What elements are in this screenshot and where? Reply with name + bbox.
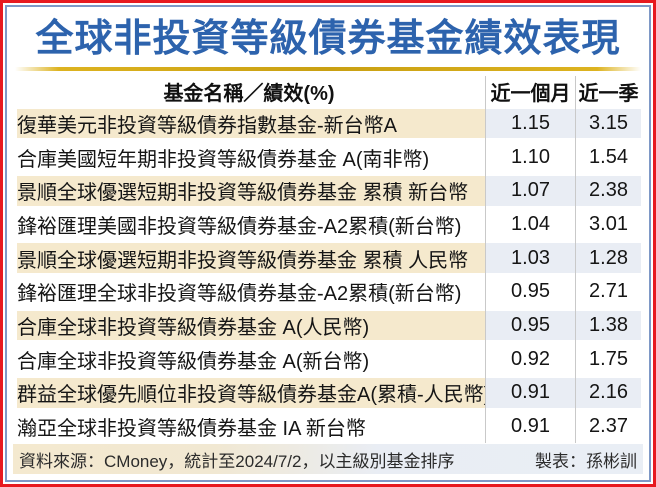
one-quarter-value-cell: 2.37	[575, 409, 641, 444]
one-quarter-value-cell: 1.38	[575, 308, 641, 343]
fund-name-cell: 鋒裕匯理全球非投資等級債券基金-A2累積(新台幣)	[17, 283, 462, 306]
table-row: 合庫全球非投資等級債券基金 A(人民幣) 0.95 1.38	[13, 308, 641, 343]
table-row: 復華美元非投資等級債券指數基金-新台幣A 1.15 3.15	[13, 106, 641, 141]
table-row: 鋒裕匯理全球非投資等級債券基金-A2累積(新台幣) 0.95 2.71	[13, 275, 641, 309]
fund-name-cell: 群益全球優先順位非投資等級債券基金A(累積-人民幣)	[13, 376, 485, 410]
one-month-value-cell: 0.91	[485, 409, 575, 444]
table-body: 復華美元非投資等級債券指數基金-新台幣A 1.15 3.15 合庫美國短年期非投資等級…	[13, 106, 641, 444]
one-quarter-value-cell: 2.71	[575, 275, 641, 309]
fund-name-cell: 景順全球優選短期非投資等級債券基金 累積 新台幣	[13, 174, 485, 208]
table-row: 鋒裕匯理美國非投資等級債券基金-A2累積(新台幣) 1.04 3.01	[13, 207, 641, 242]
one-quarter-value-cell: 1.75	[575, 342, 641, 377]
table-row: 瀚亞全球非投資等級債券基金 IA 新台幣 0.91 2.37	[13, 409, 641, 444]
data-source-note: 資料來源：CMoney，統計至2024/7/2，以主級別基金排序	[19, 451, 455, 471]
one-quarter-value-cell: 1.28	[575, 241, 641, 276]
one-quarter-value-cell: 2.16	[575, 376, 641, 410]
table-row: 合庫美國短年期非投資等級債券基金 A(南非幣) 1.10 1.54	[13, 140, 641, 174]
table-row: 景順全球優選短期非投資等級債券基金 累積 新台幣 1.07 2.38	[13, 173, 641, 208]
gold-divider-rule	[15, 66, 641, 71]
one-month-value-cell: 1.03	[485, 241, 575, 276]
table-footer: 資料來源：CMoney，統計至2024/7/2，以主級別基金排序 製表：孫彬訓	[13, 444, 643, 475]
fund-name-cell: 瀚亞全球非投資等級債券基金 IA 新台幣	[17, 418, 366, 441]
one-month-value-cell: 1.04	[485, 207, 575, 242]
one-month-value-cell: 0.92	[485, 342, 575, 377]
one-month-value-cell: 1.10	[485, 140, 575, 174]
one-quarter-value-cell: 3.15	[575, 106, 641, 141]
fund-name-cell: 合庫全球非投資等級債券基金 A(新台幣)	[17, 350, 370, 373]
page-title: 全球非投資等級債券基金績效表現	[35, 18, 621, 60]
table-header-row: 基金名稱／績效(%) 近一個月 近一季	[13, 75, 641, 107]
fund-name-cell: 復華美元非投資等級債券指數基金-新台幣A	[13, 107, 485, 141]
column-header-one-quarter: 近一季	[575, 75, 641, 107]
blue-inner-frame: 全球非投資等級債券基金績效表現 基金名稱／績效(%) 近一個月 近一季 復華美元…	[5, 5, 651, 482]
fund-name-cell: 合庫美國短年期非投資等級債券基金 A(南非幣)	[17, 148, 430, 171]
fund-performance-table: 基金名稱／績效(%) 近一個月 近一季 復華美元非投資等級債券指數基金-新台幣A…	[13, 75, 641, 444]
one-month-value-cell: 0.95	[485, 275, 575, 309]
one-month-value-cell: 1.15	[485, 106, 575, 141]
one-month-value-cell: 0.91	[485, 376, 575, 410]
one-month-value-cell: 1.07	[485, 173, 575, 208]
fund-name-cell: 合庫全球非投資等級債券基金 A(人民幣)	[13, 309, 485, 343]
fund-name-cell: 鋒裕匯理美國非投資等級債券基金-A2累積(新台幣)	[17, 216, 462, 238]
table-row: 群益全球優先順位非投資等級債券基金A(累積-人民幣) 0.91 2.16	[13, 376, 641, 410]
table-credit: 製表：孫彬訓	[535, 451, 637, 471]
one-month-value-cell: 0.95	[485, 308, 575, 343]
fund-name-cell: 景順全球優選短期非投資等級債券基金 累積 人民幣	[13, 241, 485, 275]
table-row: 合庫全球非投資等級債券基金 A(新台幣) 0.92 1.75	[13, 342, 641, 377]
column-header-fund-name: 基金名稱／績效(%)	[163, 82, 335, 105]
one-quarter-value-cell: 2.38	[575, 173, 641, 208]
one-quarter-value-cell: 1.54	[575, 140, 641, 174]
column-header-one-month: 近一個月	[485, 75, 575, 107]
one-quarter-value-cell: 3.01	[575, 207, 641, 242]
table-row: 景順全球優選短期非投資等級債券基金 累積 人民幣 1.03 1.28	[13, 241, 641, 276]
